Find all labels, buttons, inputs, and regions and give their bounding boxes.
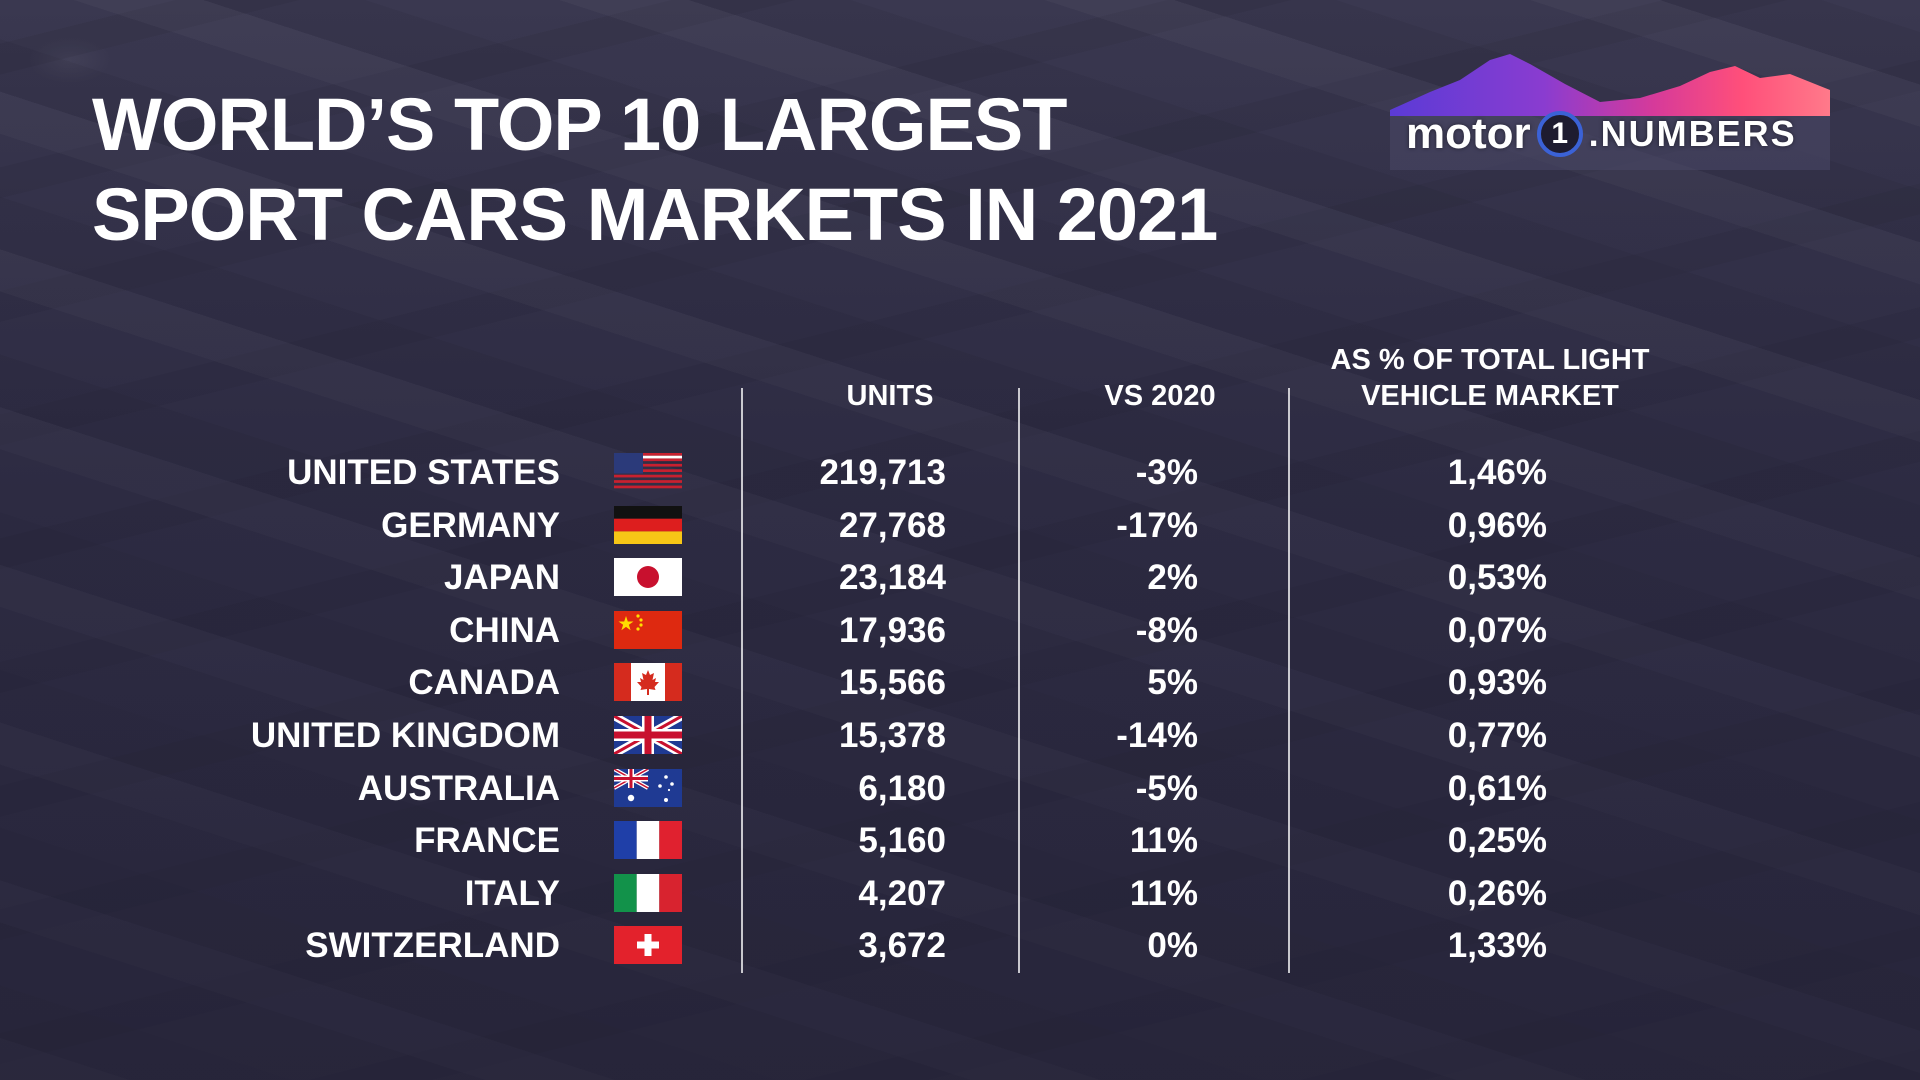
market-share-value: 0,77% xyxy=(1447,716,1547,755)
table-row: FRANCE 5,160 11% 0,25% xyxy=(0,815,1920,867)
canada-flag-icon xyxy=(614,663,682,702)
table-row: JAPAN 23,184 2% 0,53% xyxy=(0,552,1920,604)
table-row: SWITZERLAND 3,672 0% 1,33% xyxy=(0,920,1920,972)
units-value: 219,713 xyxy=(819,453,946,492)
country-name: ITALY xyxy=(464,873,560,913)
table-row: CHINA 17,936 -8% 0,07% xyxy=(0,605,1920,657)
vs-2020-value: 11% xyxy=(1129,821,1198,861)
table-row: UNITED KINGDOM 15,378 -14% 0,77% xyxy=(0,710,1920,762)
logo-motor-text: motor xyxy=(1406,109,1531,158)
logo-wordmark: motor 1 .NUMBERS xyxy=(1406,106,1797,162)
market-share-value: 0,07% xyxy=(1447,610,1547,650)
table-row: GERMANY 27,768 -17% 0,96% xyxy=(0,500,1920,552)
units-value: 5,160 xyxy=(858,821,946,861)
country-name: SWITZERLAND xyxy=(305,926,560,966)
header-share: AS % OF TOTAL LIGHT VEHICLE MARKET xyxy=(1290,342,1690,414)
motor1-numbers-logo: motor 1 .NUMBERS xyxy=(1390,50,1830,170)
units-value: 4,207 xyxy=(858,873,946,913)
country-name: GERMANY xyxy=(381,505,560,545)
column-divider-2 xyxy=(1018,388,1020,973)
column-divider-1 xyxy=(741,388,743,973)
china-flag-icon xyxy=(614,610,682,649)
vs-2020-value: 5% xyxy=(1147,663,1198,703)
country-name: AUSTRALIA xyxy=(357,768,560,808)
units-value: 23,184 xyxy=(838,558,946,598)
country-name: FRANCE xyxy=(414,821,560,861)
country-name: UNITED STATES xyxy=(287,453,560,492)
table-row: CANADA 15,566 5% 0,93% xyxy=(0,657,1920,709)
vs-2020-value: 11% xyxy=(1129,873,1198,913)
header-share-line-2: VEHICLE MARKET xyxy=(1361,380,1619,412)
units-value: 17,936 xyxy=(838,610,946,650)
market-share-value: 0,26% xyxy=(1447,873,1547,913)
table-row: ITALY 4,207 11% 0,26% xyxy=(0,868,1920,920)
italy-flag-icon xyxy=(614,873,682,912)
market-share-value: 0,25% xyxy=(1447,821,1547,861)
units-value: 27,768 xyxy=(838,505,946,545)
units-value: 15,566 xyxy=(838,663,946,703)
vs-2020-value: -3% xyxy=(1135,453,1198,492)
us-flag-icon xyxy=(614,453,682,491)
market-share-value: 0,96% xyxy=(1447,505,1547,545)
page-title: WORLD’S TOP 10 LARGEST SPORT CARS MARKET… xyxy=(92,80,1218,260)
country-name: CANADA xyxy=(408,663,560,703)
market-share-value: 0,61% xyxy=(1447,768,1547,808)
market-share-value: 1,33% xyxy=(1447,926,1547,966)
switzerland-flag-icon xyxy=(614,926,682,965)
header-share-line-1: AS % OF TOTAL LIGHT xyxy=(1330,344,1650,376)
country-name: UNITED KINGDOM xyxy=(250,716,560,755)
logo-one-badge: 1 xyxy=(1536,111,1583,157)
column-divider-3 xyxy=(1288,388,1290,973)
country-name: CHINA xyxy=(449,610,560,650)
france-flag-icon xyxy=(614,821,682,860)
table-row: UNITED STATES 219,713 -3% 1,46% xyxy=(0,447,1920,499)
japan-flag-icon xyxy=(614,558,682,597)
market-share-value: 0,53% xyxy=(1447,558,1547,598)
australia-flag-icon xyxy=(613,766,682,807)
table-row: AUSTRALIA 6,180 -5% 0,61% xyxy=(0,763,1920,815)
header-vs-2020: VS 2020 xyxy=(1104,380,1216,412)
units-value: 6,180 xyxy=(858,768,946,808)
germany-flag-icon xyxy=(614,505,682,544)
vs-2020-value: -5% xyxy=(1135,768,1198,808)
mountain-skyline-icon xyxy=(1390,54,1830,170)
units-value: 15,378 xyxy=(838,716,946,755)
market-share-value: 0,93% xyxy=(1447,663,1547,703)
vs-2020-value: -17% xyxy=(1116,505,1198,545)
title-line-2: SPORT CARS MARKETS IN 2021 xyxy=(92,173,1218,256)
units-value: 3,672 xyxy=(858,926,946,966)
vs-2020-value: 0% xyxy=(1147,926,1198,966)
header-units: UNITS xyxy=(846,380,934,412)
uk-flag-icon xyxy=(612,712,684,758)
market-share-value: 1,46% xyxy=(1447,453,1547,492)
title-line-1: WORLD’S TOP 10 LARGEST xyxy=(92,83,1067,166)
country-name: JAPAN xyxy=(443,558,560,598)
vs-2020-value: -14% xyxy=(1116,716,1198,755)
logo-numbers-text: .NUMBERS xyxy=(1588,113,1797,154)
vs-2020-value: 2% xyxy=(1147,558,1198,598)
vs-2020-value: -8% xyxy=(1135,610,1198,650)
